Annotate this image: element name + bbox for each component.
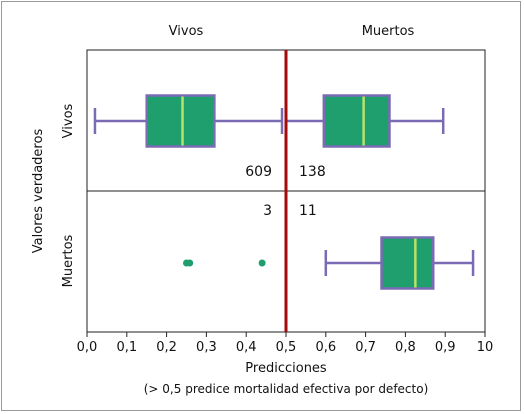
column-header-muertos: Muertos [362, 24, 415, 39]
column-header-vivos: Vivos [169, 24, 204, 39]
x-tick-label: 0,7 [355, 340, 376, 355]
x-tick-label: 0,3 [196, 340, 217, 355]
x-tick-label: 0,8 [395, 340, 416, 355]
x-tick-label: 0,4 [236, 340, 257, 355]
x-tick-label: 0,1 [116, 340, 137, 355]
box-group [324, 236, 475, 290]
box [322, 94, 391, 148]
chart-subtitle: (> 0,5 predice mortalidad efectiva por d… [144, 382, 429, 396]
x-tick-label: 0,9 [435, 340, 456, 355]
count-label: 3 [263, 203, 272, 219]
x-tick-label: 0,0 [77, 340, 98, 355]
box-group [284, 94, 445, 148]
x-axis: 0,0 0,1 0,2 0,3 0,4 0,5 0,6 0,7 0,8 0,9 10 [77, 332, 494, 355]
x-tick-label: 0,6 [315, 340, 336, 355]
count-label: 138 [299, 164, 326, 180]
box [145, 94, 216, 148]
box [380, 236, 435, 290]
count-label: 11 [299, 203, 317, 219]
y-axis-label: Valores verdaderos [31, 129, 46, 254]
x-tick-label: 0,5 [276, 340, 297, 355]
row-label-vivos: Vivos [61, 103, 76, 138]
x-axis-label: Predicciones [245, 361, 327, 376]
x-tick-label: 0,2 [156, 340, 177, 355]
outlier-point [258, 259, 266, 267]
x-tick-label: 10 [477, 340, 494, 355]
box-group [93, 94, 284, 148]
boxplot-marks [93, 94, 475, 290]
count-label: 609 [245, 164, 272, 180]
row-label-muertos: Muertos [61, 234, 76, 287]
outlier-point [186, 259, 194, 267]
